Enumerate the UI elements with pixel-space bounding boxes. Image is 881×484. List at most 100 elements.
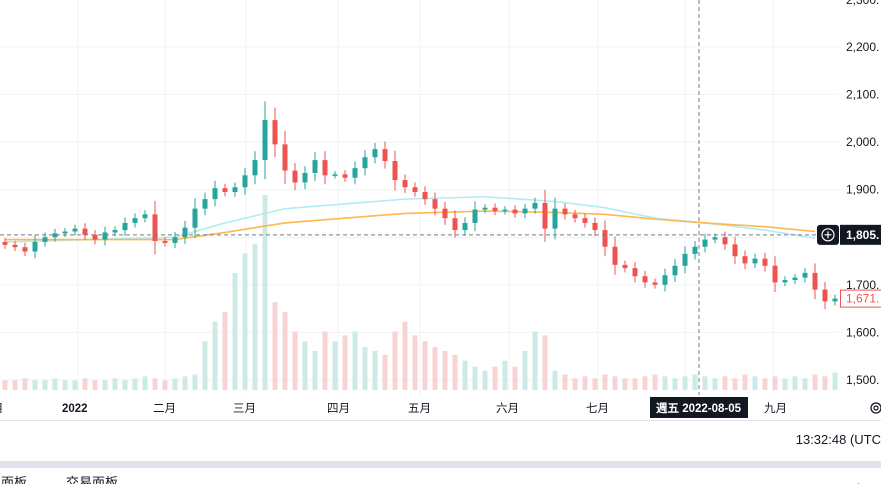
ma-slow-line (5, 210, 816, 241)
candle-body (62, 231, 68, 234)
volume-bar (362, 347, 368, 390)
clock-readout[interactable]: 13:32:48 (UTC (795, 432, 881, 447)
candle-body (612, 246, 618, 265)
candle-body (112, 230, 118, 233)
volume-bar (412, 335, 418, 390)
candle-body (722, 237, 728, 245)
candles (2, 101, 838, 310)
volume-bar (452, 354, 458, 390)
volume-bar (192, 374, 198, 390)
time-tick-label: 七月 (586, 402, 609, 415)
volume-bar (402, 321, 408, 390)
candle-body (642, 276, 648, 283)
volume-bar (352, 331, 358, 390)
time-axis[interactable]: 月 2022 二月 三月 四月 五月 六月 七月 九月 週五 2022-08-05 (0, 397, 881, 418)
volume-bar (182, 376, 188, 390)
price-tick-label: 1,900. (846, 183, 879, 197)
volume-bar (2, 380, 8, 390)
tab-panel[interactable]: 易面板 (0, 475, 28, 484)
candle-body (172, 237, 178, 243)
time-tick-label: 月 (0, 403, 4, 415)
candle-body (732, 244, 738, 257)
volume-bar (562, 374, 568, 390)
panel-divider[interactable] (0, 461, 881, 468)
time-tick-label: 三月 (233, 403, 256, 415)
candle-body (802, 272, 808, 278)
volume-bar (52, 378, 58, 390)
candle-body (312, 160, 318, 173)
last-price-label-bg (840, 289, 881, 308)
price-tick-label: 2,300. (846, 0, 879, 7)
candle-body (712, 237, 718, 240)
volume-bar (502, 360, 508, 390)
volume-bar (12, 380, 18, 390)
grid-lines (0, 0, 838, 395)
candle-body (552, 208, 558, 229)
volume-bar (782, 378, 788, 390)
candle-body (242, 175, 248, 188)
volume-bar (672, 378, 678, 390)
price-tick-label: 2,100. (846, 87, 879, 101)
candle-body (2, 241, 8, 245)
volume-bar (592, 378, 598, 390)
volume-bar (552, 370, 558, 390)
volume-bar (532, 331, 538, 390)
chevron-up-icon[interactable]: ︿ (851, 475, 865, 484)
candle-body (392, 161, 398, 181)
candle-body (132, 218, 138, 223)
crosshair-date-label: 週五 2022-08-05 (656, 401, 742, 415)
price-tick-label: 2,200. (846, 40, 879, 54)
candle-body (832, 298, 838, 302)
volume-bar (602, 374, 608, 390)
candle-body (212, 188, 218, 200)
volume-bar (522, 351, 528, 390)
candle-body (512, 209, 518, 214)
candle-body (432, 199, 438, 209)
crosshair-price-label: 1,805. (846, 228, 879, 242)
candle-body (822, 289, 828, 302)
volume-bar (742, 374, 748, 390)
gear-icon[interactable] (870, 402, 881, 414)
candle-body (252, 160, 258, 176)
time-tick-label: 六月 (496, 402, 519, 415)
volume-bar (802, 378, 808, 390)
candle-body (792, 277, 798, 281)
volume-bar (202, 341, 208, 390)
price-chart[interactable]: 2,200. 2,100. 2,000. 1,900. 1,700. 1,600. 1,50… (0, 0, 881, 421)
tab-trading-panel[interactable]: 交易面板 (66, 475, 119, 484)
candle-body (632, 268, 638, 277)
candle-body (22, 247, 28, 252)
candle-body (682, 253, 688, 266)
candle-body (542, 202, 548, 229)
candle-body (382, 149, 388, 162)
volume-bar (722, 376, 728, 390)
volume-bars (2, 195, 838, 390)
time-tick-label: 2022 (62, 403, 88, 415)
time-tick-label: 九月 (764, 402, 787, 415)
volume-bar (492, 366, 498, 390)
candle-body (272, 120, 278, 145)
candle-body (422, 191, 428, 200)
candle-body (52, 233, 58, 238)
candle-body (202, 199, 208, 209)
volume-bar (32, 380, 38, 390)
time-tick-label: 五月 (408, 403, 431, 415)
volume-bar (542, 335, 548, 390)
candle-body (782, 280, 788, 283)
candle-body (352, 168, 358, 178)
candle-body (42, 237, 48, 242)
candle-body (412, 187, 418, 192)
candle-body (662, 275, 668, 285)
volume-bar (812, 374, 818, 390)
candle-body (342, 174, 348, 178)
candle-body (562, 208, 568, 215)
volume-bar (422, 341, 428, 390)
candle-body (492, 207, 498, 212)
time-tick-label: 二月 (153, 403, 176, 415)
price-axis[interactable]: 2,200. 2,100. 2,000. 1,900. 1,700. 1,600. 1,50… (840, 0, 881, 387)
candle-body (502, 209, 508, 212)
candle-body (302, 172, 308, 183)
candle-body (672, 265, 678, 276)
time-tick-label: 四月 (327, 403, 350, 415)
candle-body (572, 214, 578, 219)
